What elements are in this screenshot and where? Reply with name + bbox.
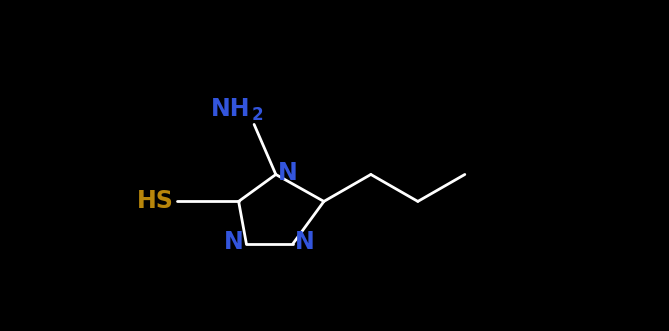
Text: N: N [278,161,297,185]
Text: N: N [224,230,244,254]
Text: NH: NH [211,97,250,121]
Text: 2: 2 [252,107,264,124]
Text: N: N [295,230,315,254]
Text: HS: HS [136,189,173,213]
